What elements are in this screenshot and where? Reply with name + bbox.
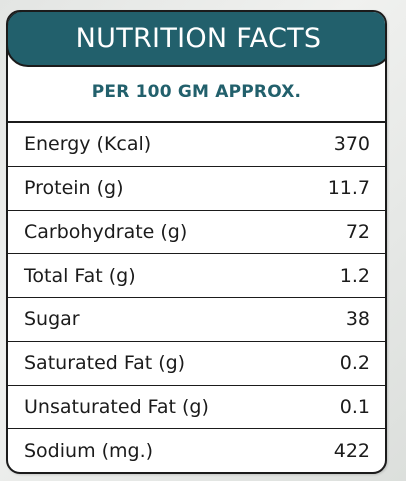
nutrition-facts-header: NUTRITION FACTS: [8, 12, 385, 67]
nutrient-value: 0.2: [339, 352, 370, 375]
nutrition-table: Energy (Kcal) 370 Protein (g) 11.7 Carbo…: [8, 121, 385, 472]
nutrition-row-sugar: Sugar 38: [8, 298, 385, 342]
nutrition-facts-title: NUTRITION FACTS: [75, 22, 322, 54]
nutrient-label: Protein (g): [24, 177, 124, 200]
nutrient-value: 370: [333, 133, 370, 156]
nutrient-value: 38: [345, 308, 370, 331]
nutrition-row-energy: Energy (Kcal) 370: [8, 123, 385, 167]
serving-basis-subtitle: PER 100 GM APPROX.: [91, 82, 302, 102]
nutrient-label: Sodium (mg.): [24, 440, 154, 463]
nutrient-label: Sugar: [24, 308, 80, 331]
nutrition-row-total-fat: Total Fat (g) 1.2: [8, 254, 385, 298]
nutrient-label: Total Fat (g): [24, 264, 136, 287]
nutrient-value: 1.2: [339, 264, 370, 287]
nutrient-label: Energy (Kcal): [24, 133, 152, 156]
nutrition-row-carbohydrate: Carbohydrate (g) 72: [8, 211, 385, 255]
nutrition-row-protein: Protein (g) 11.7: [8, 167, 385, 211]
nutrient-label: Unsaturated Fat (g): [24, 395, 209, 418]
nutrition-row-sodium: Sodium (mg.) 422: [8, 429, 385, 472]
nutrient-value: 0.1: [339, 395, 370, 418]
nutrient-value: 72: [345, 220, 370, 243]
nutrition-row-unsaturated-fat: Unsaturated Fat (g) 0.1: [8, 386, 385, 430]
nutrition-row-saturated-fat: Saturated Fat (g) 0.2: [8, 342, 385, 386]
nutrient-label: Carbohydrate (g): [24, 220, 188, 243]
nutrition-facts-panel: NUTRITION FACTS PER 100 GM APPROX. Energ…: [6, 10, 387, 474]
nutrient-value: 422: [333, 440, 370, 463]
nutrient-value: 11.7: [327, 177, 370, 200]
nutrient-label: Saturated Fat (g): [24, 352, 186, 375]
